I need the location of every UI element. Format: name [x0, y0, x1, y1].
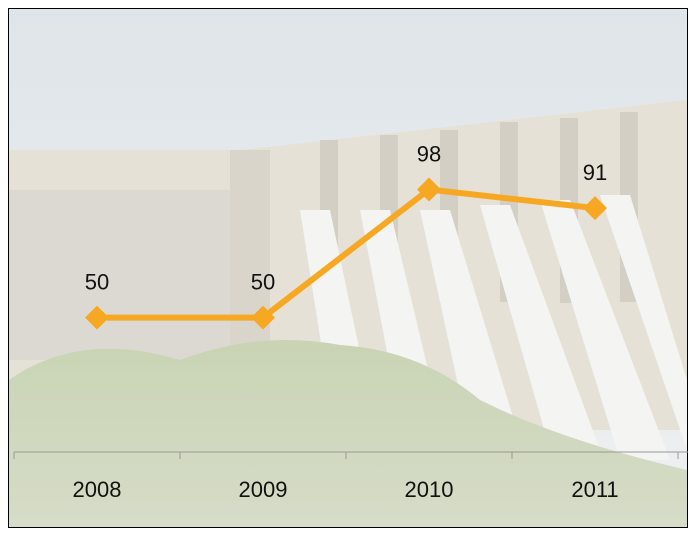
data-label: 91: [583, 160, 607, 185]
line: [97, 186, 596, 321]
x-tick-label: 2011: [571, 477, 618, 502]
x-tick-label: 2009: [239, 477, 288, 502]
plot-area: 2008 2009 2010 2011 50 50 98 91: [13, 141, 688, 502]
marker: [251, 305, 275, 330]
data-label: 50: [85, 269, 109, 294]
x-tick-label: 2008: [73, 477, 122, 502]
chart-border: [8, 8, 688, 528]
data-label: 50: [251, 269, 275, 294]
data-label: 98: [417, 141, 441, 166]
marker: [85, 305, 109, 330]
x-tick-label: 2010: [405, 477, 454, 502]
marker: [417, 177, 441, 202]
background-photo: [9, 9, 687, 527]
marker: [583, 196, 607, 221]
